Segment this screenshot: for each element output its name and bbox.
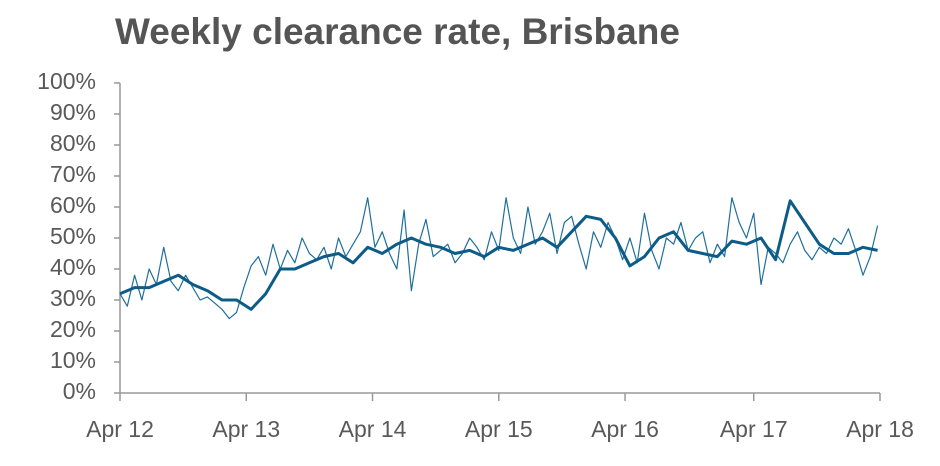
x-tick-label: Apr 18 (846, 416, 914, 442)
x-tick-label: Apr 15 (465, 416, 533, 442)
y-tick-label: 30% (50, 285, 96, 311)
y-tick-label: 10% (50, 347, 96, 373)
y-tick-label: 80% (50, 130, 96, 156)
y-tick-label: 0% (63, 378, 96, 404)
x-tick-label: Apr 13 (212, 416, 280, 442)
y-tick-label: 40% (50, 254, 96, 280)
y-tick-label: 90% (50, 99, 96, 125)
y-tick-label: 60% (50, 192, 96, 218)
chart-title: Weekly clearance rate, Brisbane (115, 11, 680, 52)
series-line (119, 199, 878, 311)
x-tick-label: Apr 17 (720, 416, 788, 442)
y-tick-label: 100% (37, 68, 96, 94)
series-line (119, 197, 879, 320)
x-tick-label: Apr 12 (86, 416, 154, 442)
y-tick-label: 50% (50, 223, 96, 249)
x-tick-label: Apr 16 (591, 416, 659, 442)
y-tick-label: 20% (50, 316, 96, 342)
x-tick-label: Apr 14 (339, 416, 407, 442)
y-tick-label: 70% (50, 161, 96, 187)
